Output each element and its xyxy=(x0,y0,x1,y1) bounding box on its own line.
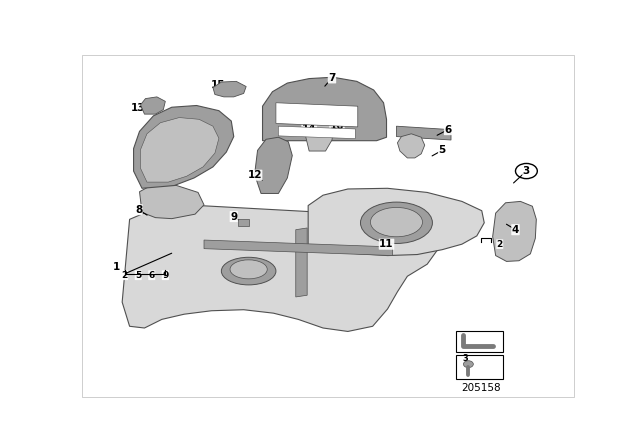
Text: 9: 9 xyxy=(230,211,237,222)
Ellipse shape xyxy=(230,260,268,279)
Polygon shape xyxy=(296,228,307,297)
Text: 2: 2 xyxy=(122,271,128,280)
Polygon shape xyxy=(308,188,484,255)
Polygon shape xyxy=(122,206,442,332)
Polygon shape xyxy=(213,82,246,97)
Text: 15: 15 xyxy=(211,81,225,90)
Text: 13: 13 xyxy=(131,103,146,113)
Ellipse shape xyxy=(221,257,276,285)
Polygon shape xyxy=(262,77,387,141)
Polygon shape xyxy=(134,106,234,188)
Polygon shape xyxy=(255,137,292,194)
Text: 12: 12 xyxy=(247,170,262,180)
Polygon shape xyxy=(141,117,219,182)
Text: 1: 1 xyxy=(113,262,120,272)
Circle shape xyxy=(463,361,474,368)
Text: 9: 9 xyxy=(162,271,168,280)
Text: 6: 6 xyxy=(444,125,452,135)
Polygon shape xyxy=(397,134,425,158)
Ellipse shape xyxy=(371,207,422,237)
Text: 8: 8 xyxy=(135,205,142,215)
Polygon shape xyxy=(278,126,355,138)
Bar xyxy=(456,331,503,352)
Polygon shape xyxy=(140,184,204,219)
Text: 4: 4 xyxy=(512,225,519,235)
Polygon shape xyxy=(306,121,334,151)
Polygon shape xyxy=(141,97,165,114)
Polygon shape xyxy=(396,126,451,140)
Polygon shape xyxy=(204,240,392,255)
Text: 205158: 205158 xyxy=(461,383,500,393)
Text: 3: 3 xyxy=(462,353,468,362)
Bar xyxy=(237,219,249,225)
Text: 11: 11 xyxy=(380,239,394,249)
Ellipse shape xyxy=(360,202,433,244)
Text: 7: 7 xyxy=(328,73,335,83)
Text: 16: 16 xyxy=(330,121,344,130)
Text: 5: 5 xyxy=(135,271,141,280)
Text: 6: 6 xyxy=(148,271,155,280)
Text: 2: 2 xyxy=(497,240,503,249)
Text: 3: 3 xyxy=(523,166,530,176)
Text: 14: 14 xyxy=(302,124,316,134)
Bar xyxy=(456,355,503,379)
Text: 5: 5 xyxy=(438,145,445,155)
Polygon shape xyxy=(276,103,358,127)
Polygon shape xyxy=(493,202,536,262)
Text: 10: 10 xyxy=(146,156,161,166)
